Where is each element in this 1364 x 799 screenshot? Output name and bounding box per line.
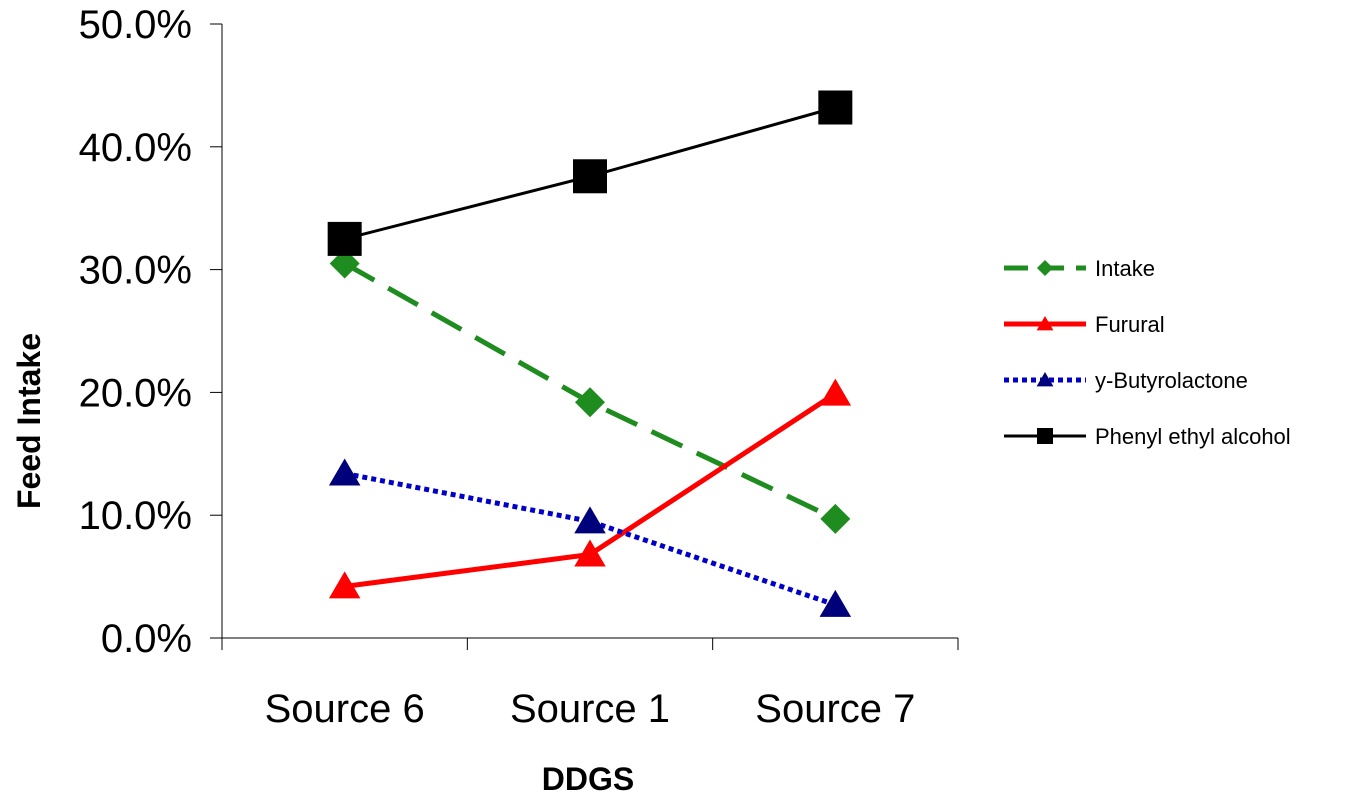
data-point (573, 159, 607, 194)
y-ticks: 0.0% 10.0% 20.0% 30.0% 40.0% 50.0% (79, 3, 222, 661)
legend-label: Intake (1095, 256, 1155, 281)
legend-marker (1037, 428, 1053, 444)
data-point (818, 90, 853, 125)
y-tick-label: 20.0% (79, 371, 192, 415)
data-point (575, 387, 605, 418)
y-tick-label: 40.0% (79, 126, 192, 170)
y-tick-label: 50.0% (79, 3, 192, 47)
data-point (329, 248, 360, 279)
series-furural (328, 378, 852, 599)
data-point (328, 458, 361, 486)
legend-entry: Furural (1004, 312, 1165, 337)
data-point (328, 571, 361, 599)
legend-entry: Intake (1004, 256, 1155, 281)
data-point (819, 378, 852, 406)
series-line (344, 470, 837, 608)
x-tick-label: Source 1 (510, 687, 670, 731)
x-ticks: Source 6 Source 1 Source 7 (221, 638, 959, 731)
series-y-butyrolactone (328, 458, 852, 617)
data-point (327, 221, 362, 256)
y-tick-label: 10.0% (79, 494, 192, 538)
series-layer (327, 90, 853, 617)
legend: Intake Furural y-Butyrolactone Phenyl ethyl… (1004, 256, 1291, 449)
y-axis-title: Feed Intake (11, 333, 47, 509)
x-axis-title: DDGS (542, 761, 634, 797)
data-point (574, 539, 606, 567)
legend-label: y-Butyrolactone (1095, 368, 1248, 393)
x-tick-label: Source 7 (755, 687, 915, 731)
data-point (574, 506, 606, 534)
legend-entry: y-Butyrolactone (1004, 368, 1248, 393)
legend-label: Furural (1095, 312, 1165, 337)
legend-label: Phenyl ethyl alcohol (1095, 424, 1291, 449)
y-tick-label: 30.0% (79, 249, 192, 293)
legend-marker (1036, 316, 1054, 331)
data-point (820, 503, 851, 534)
legend-marker (1036, 372, 1054, 387)
axes (221, 24, 958, 639)
y-tick-label: 0.0% (101, 617, 192, 661)
series-intake (329, 248, 851, 534)
legend-entry: Phenyl ethyl alcohol (1004, 424, 1291, 449)
series-phenyl-ethyl-alcohol (327, 90, 853, 256)
data-point (819, 589, 852, 617)
legend-marker (1037, 260, 1053, 276)
x-tick-label: Source 6 (265, 687, 425, 731)
